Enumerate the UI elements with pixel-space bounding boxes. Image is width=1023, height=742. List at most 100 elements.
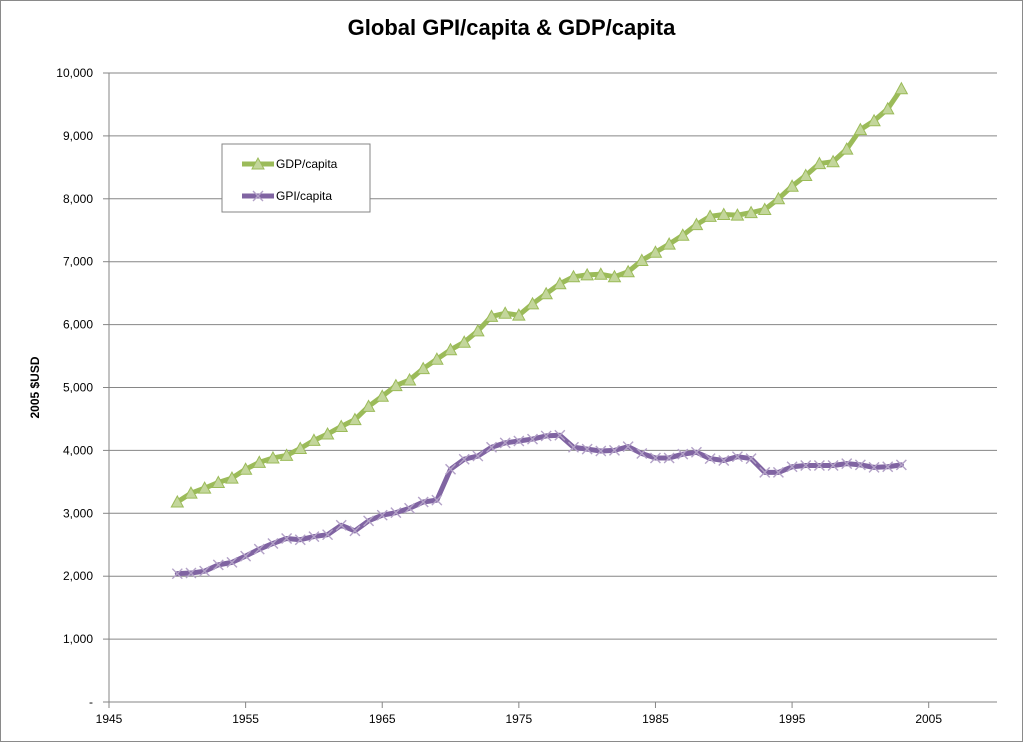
data-point-gdp-capita [443, 342, 458, 356]
data-point-gdp-capita [539, 286, 554, 300]
data-point-gpi-capita [322, 529, 334, 541]
x-tick-label: 1975 [505, 712, 532, 726]
y-axis-title: 2005 $USD [28, 356, 42, 418]
data-point-gdp-capita [662, 237, 676, 250]
data-point-gpi-capita [417, 496, 429, 508]
chart-title: Global GPI/capita & GDP/capita [347, 15, 676, 40]
data-point-gpi-capita [636, 448, 648, 460]
data-point-gpi-capita [772, 466, 784, 478]
data-point-gpi-capita [759, 466, 771, 478]
data-point-gpi-capita [854, 459, 866, 471]
data-point-gdp-capita [238, 462, 253, 475]
data-point-gdp-capita [853, 122, 868, 136]
data-point-gdp-capita [894, 81, 909, 95]
data-point-gdp-capita [430, 352, 444, 365]
data-point-gdp-capita [389, 378, 403, 392]
data-point-gdp-capita [826, 154, 840, 168]
data-point-gdp-capita [471, 323, 485, 337]
data-point-gpi-capita [499, 437, 511, 449]
data-point-gdp-capita [552, 276, 567, 290]
y-tick-label: 6,000 [63, 318, 93, 332]
data-point-gpi-capita [335, 519, 347, 531]
data-point-gdp-capita [757, 202, 772, 215]
data-point-gpi-capita [608, 444, 620, 456]
data-point-gpi-capita [718, 454, 730, 466]
legend-marker-gdp-capita [251, 156, 265, 170]
data-point-gdp-capita [689, 217, 704, 231]
data-point-gdp-capita [525, 296, 540, 310]
data-point-gpi-capita [472, 450, 484, 462]
data-point-gpi-capita [240, 550, 252, 562]
y-tick-label: - [89, 695, 93, 709]
data-point-gdp-capita [771, 191, 786, 205]
y-tick-label: 7,000 [63, 255, 93, 269]
data-point-gpi-capita [171, 568, 183, 580]
data-point-gdp-capita [293, 441, 308, 455]
data-point-gpi-capita [281, 532, 293, 544]
y-tick-label: 1,000 [63, 632, 93, 646]
data-point-gdp-capita [307, 433, 321, 446]
data-point-gdp-capita [744, 205, 758, 219]
data-point-gdp-capita [703, 209, 717, 222]
data-point-gpi-capita [704, 453, 716, 465]
legend-label-gdp-capita: GDP/capita [276, 157, 338, 171]
legend-label-gpi-capita: GPI/capita [276, 189, 332, 203]
data-point-gdp-capita [320, 427, 335, 440]
data-point-gpi-capita [622, 441, 634, 453]
data-point-gpi-capita [226, 556, 238, 568]
y-tick-label: 5,000 [63, 381, 93, 395]
data-point-gpi-capita [308, 531, 320, 543]
data-point-gdp-capita [402, 372, 417, 386]
data-point-gpi-capita [745, 453, 757, 465]
data-point-gpi-capita [404, 502, 416, 514]
data-point-gpi-capita [663, 452, 675, 464]
legend-marker-gpi-capita [252, 190, 264, 202]
data-point-gdp-capita [593, 267, 608, 280]
data-point-gdp-capita [334, 419, 349, 432]
x-tick-label: 1995 [779, 712, 806, 726]
y-tick-label: 10,000 [56, 66, 93, 80]
data-point-gpi-capita [882, 461, 894, 473]
x-tick-label: 1965 [369, 712, 396, 726]
data-point-gpi-capita [431, 494, 443, 506]
data-point-gpi-capita [595, 445, 607, 457]
data-point-gdp-capita [566, 269, 581, 283]
data-point-gdp-capita [197, 481, 212, 494]
data-point-gpi-capita [813, 460, 825, 471]
data-point-gdp-capita [498, 306, 513, 319]
data-point-gdp-capita [266, 450, 280, 464]
data-point-gdp-capita [484, 309, 499, 322]
data-point-gpi-capita [513, 435, 525, 447]
data-point-gpi-capita [527, 433, 539, 445]
data-point-gdp-capita [867, 113, 881, 127]
data-point-gdp-capita [880, 101, 895, 115]
data-point-gpi-capita [800, 460, 812, 471]
data-point-gdp-capita [348, 412, 362, 426]
data-point-gpi-capita [731, 451, 743, 463]
x-tick-label: 1945 [96, 712, 123, 726]
data-point-gpi-capita [649, 452, 661, 464]
data-point-gdp-capita [580, 267, 594, 281]
data-point-gdp-capita [839, 142, 854, 155]
data-point-gpi-capita [376, 509, 388, 521]
data-point-gpi-capita [540, 430, 552, 442]
data-point-gdp-capita [184, 486, 198, 499]
data-point-gdp-capita [716, 207, 731, 221]
data-point-gdp-capita [621, 264, 635, 278]
data-point-gpi-capita [677, 448, 689, 460]
data-point-gpi-capita [185, 567, 197, 579]
data-point-gdp-capita [375, 389, 390, 402]
data-point-gdp-capita [211, 475, 226, 488]
data-point-gdp-capita [798, 168, 813, 182]
data-point-gpi-capita [212, 559, 224, 571]
data-point-gdp-capita [785, 179, 799, 192]
data-point-gdp-capita [416, 361, 431, 375]
x-tick-label: 1985 [642, 712, 669, 726]
data-point-gpi-capita [554, 429, 566, 441]
data-point-gdp-capita [252, 455, 267, 468]
data-point-gdp-capita [812, 156, 827, 170]
data-point-gpi-capita [363, 515, 375, 527]
y-tick-label: 2,000 [63, 569, 93, 583]
data-point-gpi-capita [445, 463, 457, 475]
legend-box [221, 143, 371, 213]
